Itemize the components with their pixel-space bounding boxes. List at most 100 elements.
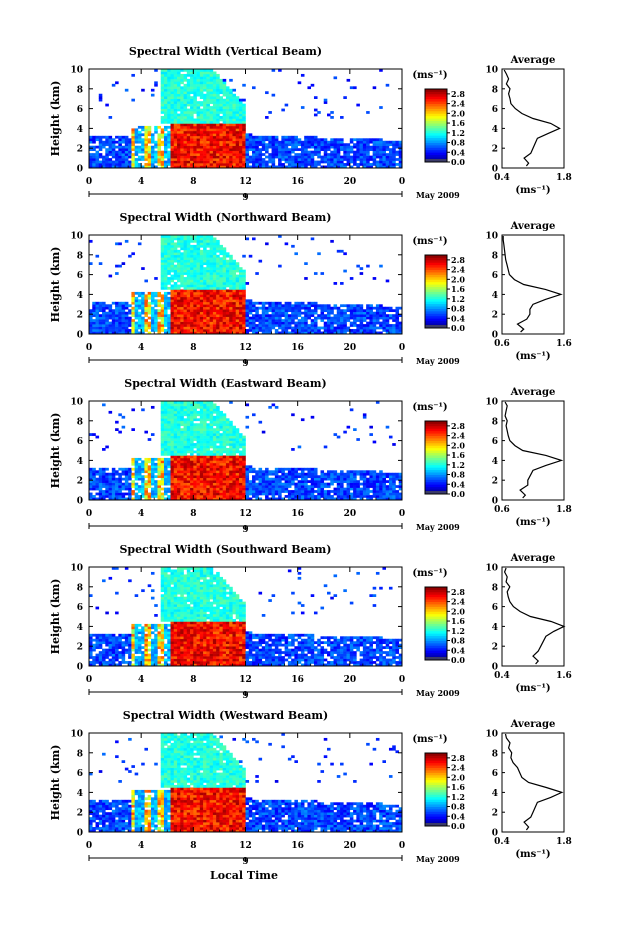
heatmap-cell [177,267,181,270]
heatmap-cell [252,317,256,320]
heatmap-cell [236,314,240,317]
heatmap-cell [219,119,223,122]
heatmap-cell [171,99,175,102]
heatmap-cell [281,324,285,327]
heatmap-cell [242,136,246,139]
heatmap-cell [206,416,210,419]
heatmap-cell [232,441,236,444]
heatmap-cell [177,131,181,134]
heatmap-cell [226,153,230,156]
heatmap-cell [184,329,188,332]
heatmap-cell [363,314,367,317]
heatmap-cell [285,156,289,159]
heatmap-cell [135,163,139,166]
heatmap-cell [197,436,201,439]
heatmap-cell [200,250,204,253]
heatmap-cell [206,280,210,283]
heatmap-cell [272,312,276,315]
heatmap-cell [206,158,210,161]
heatmap-cell [125,493,129,496]
heatmap-cell [232,488,236,491]
heatmap-cell [229,329,233,332]
heatmap-cell [291,161,295,164]
heatmap-cell [392,327,396,330]
heatmap-cell [392,153,396,156]
heatmap-cell [226,451,230,454]
heatmap-cell [252,319,256,322]
heatmap-cell [174,406,178,409]
heatmap-cell [184,123,188,126]
heatmap-cell [197,74,201,77]
heatmap-cell [193,106,197,109]
heatmap-cell [193,468,197,471]
heatmap-cell [144,128,148,131]
heatmap-cell [252,237,256,240]
heatmap-cell [213,428,217,431]
heatmap-cell [164,275,168,278]
heatmap-cell [223,468,227,471]
heatmap-cell [216,483,220,486]
heatmap-cell [285,307,289,310]
heatmap-cell [197,121,201,124]
heatmap-cell [164,403,168,406]
heatmap-cell [109,314,113,317]
heatmap-cell [157,133,161,136]
heatmap-cell [203,319,207,322]
heatmap-cell [151,302,155,305]
heatmap-cell [184,451,188,454]
heatmap-cell [187,289,191,292]
heatmap-cell [161,272,165,275]
heatmap-cell [177,446,181,449]
heatmap-cell [206,451,210,454]
heatmap-cell [317,156,321,159]
heatmap-cell [275,307,279,310]
heatmap-cell [164,309,168,312]
heatmap-cell [337,148,341,151]
heatmap-cell [164,287,168,290]
heatmap-cell [210,163,214,166]
heatmap-cell [304,163,308,166]
heatmap-cell [216,128,220,131]
heatmap-cell [206,282,210,285]
heatmap-cell [298,161,302,164]
heatmap-cell [239,136,243,139]
heatmap-cell [389,141,393,144]
heatmap-cell [206,478,210,481]
heatmap-cell [210,242,214,245]
heatmap-cell [138,304,142,307]
heatmap-cell [167,86,171,89]
heatmap-cell [135,299,139,302]
heatmap-cell [177,426,181,429]
heatmap-cell [197,128,201,131]
heatmap-cell [203,322,207,325]
heatmap-cell [99,143,103,146]
heatmap-cell [180,153,184,156]
heatmap-cell [246,133,250,136]
heatmap-cell [203,252,207,255]
heatmap-cell [171,406,175,409]
heatmap-cell [193,277,197,280]
heatmap-cell [334,163,338,166]
heatmap-cell [197,285,201,288]
heatmap-cell [112,143,116,146]
heatmap-cell [304,319,308,322]
heatmap-cell [340,163,344,166]
heatmap-cell [157,126,161,129]
heatmap-cell [200,240,204,243]
heatmap-cell [206,329,210,332]
heatmap-cell [112,312,116,315]
heatmap-cell [213,408,217,411]
heatmap-cell [213,483,217,486]
heatmap-cell [216,453,220,456]
heatmap-cell [229,448,233,451]
colorbar-step [425,108,447,111]
heatmap-cell [324,148,328,151]
heatmap-cell [171,468,175,471]
heatmap-cell [219,441,223,444]
colorbar-step [425,140,447,143]
heatmap-cell [340,314,344,317]
heatmap-cell [232,463,236,466]
heatmap-cell [154,324,158,327]
heatmap-cell [392,317,396,320]
heatmap-cell [239,121,243,124]
